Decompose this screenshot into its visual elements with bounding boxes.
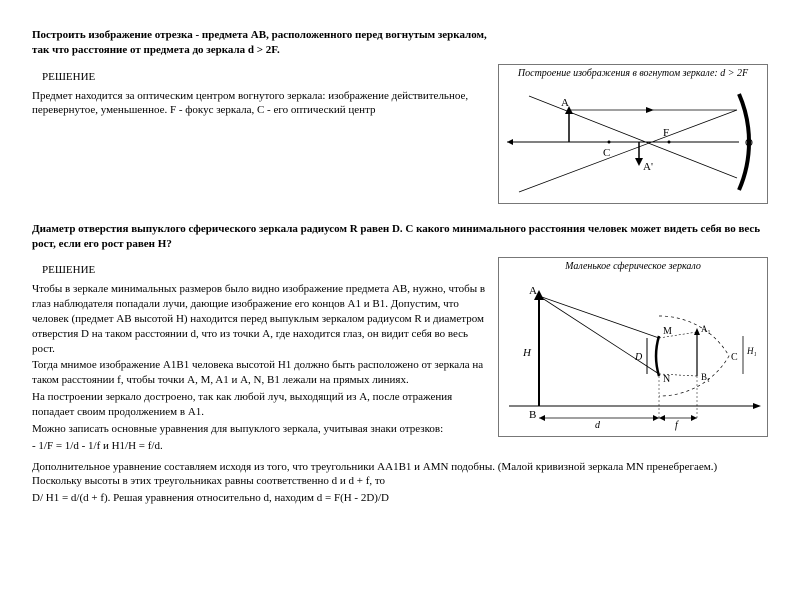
problem1-figure: Построение изображения в вогнутом зеркал…	[498, 64, 768, 204]
p2-para4: - 1/F = 1/d - 1/f и H1/H = f/d.	[32, 439, 490, 454]
problem2-solution-label: РЕШЕНИЕ	[42, 263, 490, 278]
label-C: C	[603, 147, 610, 159]
label2-N: N	[663, 374, 670, 385]
label2-M: M	[663, 326, 672, 337]
label-O: O	[745, 137, 753, 149]
problem2-figure: Маленькое сферическое зеркало A B H M N …	[498, 257, 768, 437]
label2-H: H	[522, 347, 532, 359]
p2-para2: На построении зеркало достроено, так как…	[32, 390, 490, 420]
label2-D: D	[634, 352, 643, 363]
p2-para1: Тогда мнимое изображение A1B1 человека в…	[32, 358, 490, 388]
label-A: A	[561, 97, 569, 109]
p2-para5: Дополнительное уравнение составляем исхо…	[32, 460, 768, 490]
p2-para0: Чтобы в зеркале минимальных размеров был…	[32, 282, 490, 356]
label-Aprime: A'	[643, 161, 653, 173]
problem2-text-col: РЕШЕНИЕ Чтобы в зеркале минимальных разм…	[32, 257, 498, 455]
convex-mirror-diagram: A B H M N D C A₁ B₁ H₁	[499, 276, 767, 434]
problem1-solution-label: РЕШЕНИЕ	[42, 70, 490, 85]
problem1-text: Предмет находится за оптическим центром …	[32, 89, 490, 119]
p2-para6: D/ H1 = d/(d + f). Решая уравнения относ…	[32, 491, 768, 506]
problem1-fig-title: Построение изображения в вогнутом зеркал…	[499, 65, 767, 83]
problem1-row: РЕШЕНИЕ Предмет находится за оптическим …	[32, 64, 768, 204]
label2-A: A	[529, 285, 537, 297]
problem1-title-line2: так что расстояние от предмета до зеркал…	[32, 43, 768, 58]
p2-para3: Можно записать основные уравнения для вы…	[32, 422, 490, 437]
label2-A1: A₁	[701, 324, 711, 334]
problem2-fig-title: Маленькое сферическое зеркало	[499, 258, 767, 276]
problem2-title: Диаметр отверстия выпуклого сферического…	[32, 222, 768, 252]
label2-d: d	[595, 420, 601, 431]
label2-H1: H₁	[746, 346, 757, 356]
problem2-row: РЕШЕНИЕ Чтобы в зеркале минимальных разм…	[32, 257, 768, 455]
label2-B: B	[529, 409, 536, 421]
concave-mirror-diagram: A C F O A'	[499, 82, 767, 200]
problem1-text-col: РЕШЕНИЕ Предмет находится за оптическим …	[32, 64, 498, 121]
label2-C: C	[731, 352, 738, 363]
label2-B1: B₁	[701, 372, 710, 382]
problem1-title-line1: Построить изображение отрезка - предмета…	[32, 28, 768, 43]
label2-f: f	[675, 420, 679, 431]
